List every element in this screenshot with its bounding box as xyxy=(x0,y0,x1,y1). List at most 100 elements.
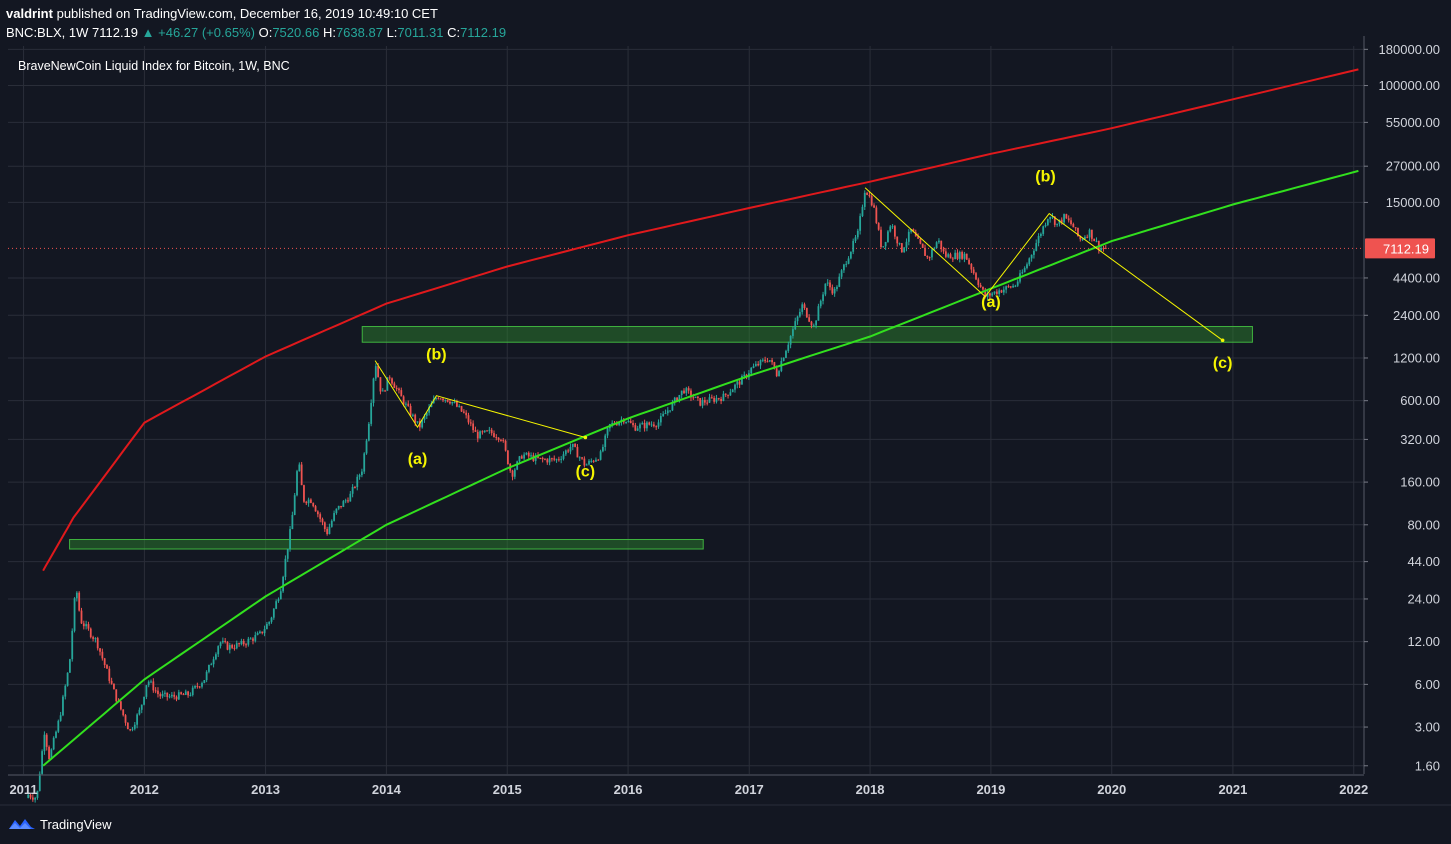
wave-pattern-line[interactable] xyxy=(374,360,586,438)
price-tick-label: 24.00 xyxy=(1407,591,1440,606)
candle-body xyxy=(460,406,463,412)
candle-body xyxy=(1095,240,1098,242)
wave-endpoint xyxy=(583,435,588,440)
candle-body xyxy=(138,709,141,715)
candle-body xyxy=(147,681,150,686)
candle-body xyxy=(1023,268,1026,273)
tradingview-footer[interactable]: TradingView xyxy=(8,814,112,834)
candle-body xyxy=(196,685,199,687)
candle-body xyxy=(810,321,813,326)
candle-body xyxy=(708,397,711,403)
candle-body xyxy=(766,361,769,363)
candle-body xyxy=(703,400,706,403)
candle-body xyxy=(277,599,280,602)
candle-body xyxy=(115,689,118,702)
candle-body xyxy=(636,428,639,431)
candle-body xyxy=(900,243,903,253)
candle-body xyxy=(984,289,987,298)
support-curve[interactable] xyxy=(42,169,1359,767)
candle-body xyxy=(126,722,129,730)
candle-body xyxy=(161,693,164,697)
candle-body xyxy=(189,695,192,697)
candle-body xyxy=(840,270,843,277)
candle-body xyxy=(34,797,37,800)
tradingview-logo-icon xyxy=(9,819,35,829)
candle-body xyxy=(442,398,444,401)
candle-body xyxy=(80,610,83,624)
candle-body xyxy=(291,514,294,530)
author-name[interactable]: valdrint xyxy=(6,6,53,21)
candle-body xyxy=(625,421,627,423)
candle-body xyxy=(173,694,176,697)
candle-body xyxy=(757,363,760,366)
resistance-curve[interactable] xyxy=(42,68,1359,572)
candle-body xyxy=(221,640,224,643)
candle-body xyxy=(917,236,919,239)
candle-body xyxy=(991,293,994,296)
candle-body xyxy=(692,397,695,399)
candle-body xyxy=(307,499,310,504)
candle-body xyxy=(1056,223,1059,225)
candle-body xyxy=(803,304,806,309)
candle-body xyxy=(187,691,189,696)
candle-body xyxy=(363,453,366,472)
candle-body xyxy=(92,637,94,639)
candle-body xyxy=(671,402,674,411)
candle-body xyxy=(986,293,989,298)
candle-body xyxy=(103,658,106,666)
candle-body xyxy=(152,681,155,691)
symbol-label: BNC:BLX, 1W xyxy=(6,25,89,40)
wave-pattern-line[interactable] xyxy=(864,187,1223,341)
candle-body xyxy=(275,601,278,609)
candle-body xyxy=(571,443,574,447)
candle-body xyxy=(1079,236,1082,240)
candle-body xyxy=(1046,219,1049,225)
candle-body xyxy=(483,430,486,433)
candle-body xyxy=(1021,272,1024,274)
candle-body xyxy=(310,499,312,503)
candle-body xyxy=(377,366,380,378)
candle-body xyxy=(650,424,653,426)
candle-body xyxy=(891,226,894,228)
candle-body xyxy=(982,286,984,290)
candle-body xyxy=(764,359,767,362)
price-tick-label: 180000.00 xyxy=(1379,42,1440,57)
wave-label: (c) xyxy=(576,464,596,481)
candle-body xyxy=(191,687,194,696)
candle-body xyxy=(73,598,76,631)
candle-body xyxy=(143,696,145,705)
candle-body xyxy=(388,377,391,379)
candle-body xyxy=(548,458,551,463)
candle-body xyxy=(863,192,866,207)
candle-body xyxy=(85,624,88,627)
candle-body xyxy=(430,403,433,408)
candle-body xyxy=(428,407,431,413)
candle-body xyxy=(201,683,203,687)
high-value: 7638.87 xyxy=(335,25,383,40)
candle-body xyxy=(279,591,282,600)
candle-body xyxy=(893,226,896,237)
candle-body xyxy=(82,623,85,627)
candle-body xyxy=(245,644,247,646)
candle-body xyxy=(817,306,820,321)
candle-body xyxy=(652,424,655,427)
candle-body xyxy=(393,383,396,388)
candle-body xyxy=(831,287,834,294)
candle-body xyxy=(557,459,560,461)
support-zone[interactable] xyxy=(69,539,704,550)
candle-body xyxy=(170,694,173,697)
candle-body xyxy=(643,422,646,429)
candle-body xyxy=(435,398,437,400)
price-axis[interactable] xyxy=(1364,36,1451,774)
candles[interactable] xyxy=(27,190,1107,803)
price-tick-label: 1.60 xyxy=(1415,758,1440,773)
candle-body xyxy=(1037,235,1040,244)
support-zone[interactable] xyxy=(361,326,1253,343)
candle-body xyxy=(520,456,523,459)
price-tick-label: 44.00 xyxy=(1407,554,1440,569)
candle-body xyxy=(611,422,614,425)
candle-body xyxy=(321,518,324,523)
candle-body xyxy=(775,368,778,377)
candle-body xyxy=(356,476,359,488)
